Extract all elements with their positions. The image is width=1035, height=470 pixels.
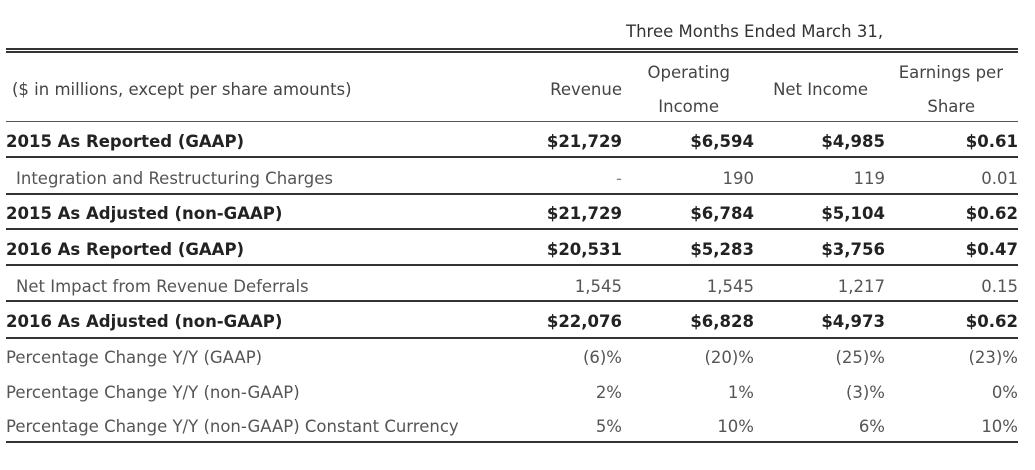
row-label: Percentage Change Y/Y (non-GAAP) Constan…: [6, 417, 459, 436]
row-label: 2015 As Adjusted (non-GAAP): [6, 204, 283, 223]
revenue-value: 2%: [595, 383, 622, 402]
eps-value: $0.62: [965, 312, 1018, 331]
row-label: 2016 As Reported (GAAP): [6, 240, 245, 259]
col-header-operating-line2: Income: [658, 97, 719, 116]
eps-value: 0.01: [981, 169, 1018, 188]
col-header-eps-line2: Share: [927, 97, 975, 116]
column-header-row: ($ in millions, except per share amounts…: [6, 62, 1018, 122]
header-top-rule: [6, 48, 1018, 50]
col-header-operating-line1: Operating: [647, 63, 731, 82]
table-bottom-rule: [6, 441, 1018, 443]
net-income-value: $3,756: [821, 240, 885, 259]
operating-income-value: 10%: [717, 417, 754, 436]
revenue-value: $21,729: [546, 204, 622, 223]
col-header-net-income: Net Income: [773, 80, 868, 99]
table-row: Percentage Change Y/Y (non-GAAP) Constan…: [6, 417, 1018, 441]
eps-value: (23)%: [968, 348, 1018, 367]
revenue-value: $20,531: [546, 240, 622, 259]
row-label: 2015 As Reported (GAAP): [6, 132, 245, 151]
row-label: Percentage Change Y/Y (GAAP): [6, 348, 263, 367]
net-income-value: $5,104: [821, 204, 885, 223]
period-label: Three Months Ended March 31,: [626, 22, 884, 41]
row-label: Integration and Restructuring Charges: [16, 169, 333, 188]
eps-value: $0.62: [965, 204, 1018, 223]
operating-income-value: $6,594: [690, 132, 754, 151]
header-bottom-rule: [6, 121, 1018, 122]
operating-income-value: $6,828: [690, 312, 754, 331]
col-header-revenue: Revenue: [550, 80, 622, 99]
operating-income-value: $5,283: [690, 240, 754, 259]
header-top-rule-2: [6, 51, 1018, 53]
eps-value: $0.47: [965, 240, 1018, 259]
table-row: 2016 As Adjusted (non-GAAP) $22,076 $6,8…: [6, 312, 1018, 336]
revenue-value: 5%: [595, 417, 622, 436]
row-label: Percentage Change Y/Y (non-GAAP): [6, 383, 300, 402]
net-income-value: (3)%: [845, 383, 885, 402]
row-divider: [6, 300, 1018, 302]
net-income-value: 1,217: [837, 277, 885, 296]
table-row: Percentage Change Y/Y (non-GAAP) 2% 1% (…: [6, 383, 1018, 407]
revenue-value: $22,076: [546, 312, 622, 331]
operating-income-value: 190: [722, 169, 755, 188]
row-divider: [6, 193, 1018, 195]
table-row: Percentage Change Y/Y (GAAP) (6)% (20)% …: [6, 348, 1018, 372]
net-income-value: 6%: [858, 417, 885, 436]
row-label: 2016 As Adjusted (non-GAAP): [6, 312, 283, 331]
table-row: 2015 As Adjusted (non-GAAP) $21,729 $6,7…: [6, 204, 1018, 228]
operating-income-value: (20)%: [704, 348, 754, 367]
row-label: Net Impact from Revenue Deferrals: [16, 277, 309, 296]
eps-value: $0.61: [965, 132, 1018, 151]
operating-income-value: 1,545: [706, 277, 754, 296]
table-row: 2016 As Reported (GAAP) $20,531 $5,283 $…: [6, 240, 1018, 264]
net-income-value: (25)%: [835, 348, 885, 367]
table-row: 2015 As Reported (GAAP) $21,729 $6,594 $…: [6, 132, 1018, 156]
row-divider: [6, 337, 1018, 339]
row-divider: [6, 228, 1018, 230]
row-divider: [6, 264, 1018, 266]
eps-value: 10%: [981, 417, 1018, 436]
row-divider: [6, 156, 1018, 158]
col-header-eps-line1: Earnings per: [898, 63, 1003, 82]
units-label: ($ in millions, except per share amounts…: [12, 80, 352, 99]
revenue-value: 1,545: [574, 277, 622, 296]
net-income-value: $4,973: [821, 312, 885, 331]
table-row: Net Impact from Revenue Deferrals 1,545 …: [6, 277, 1018, 301]
net-income-value: $4,985: [821, 132, 885, 151]
revenue-value: $21,729: [546, 132, 622, 151]
net-income-value: 119: [853, 169, 886, 188]
operating-income-value: 1%: [727, 383, 754, 402]
eps-value: 0%: [991, 383, 1018, 402]
operating-income-value: $6,784: [690, 204, 754, 223]
revenue-value: -: [616, 169, 622, 188]
table-row: Integration and Restructuring Charges - …: [6, 169, 1018, 193]
revenue-value: (6)%: [582, 348, 622, 367]
eps-value: 0.15: [981, 277, 1018, 296]
